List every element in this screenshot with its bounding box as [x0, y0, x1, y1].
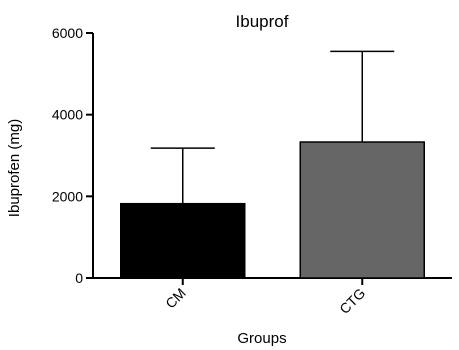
plot-area: 0 2000 4000 6000 CM CTG — [52, 25, 452, 317]
y-tick-label: 2000 — [52, 188, 83, 204]
y-axis-label: Ibuprofen (mg) — [6, 119, 23, 217]
y-tick-label: 0 — [75, 270, 83, 286]
y-tick-label: 4000 — [52, 107, 83, 123]
y-tick-label: 6000 — [52, 25, 83, 41]
bar-cm — [120, 202, 246, 279]
x-tick-label: CM — [162, 285, 189, 312]
x-axis-label: Groups — [237, 330, 286, 347]
chart-title: Ibuprof — [236, 12, 289, 31]
bar-ctg — [299, 141, 425, 279]
x-tick-label: CTG — [336, 285, 368, 317]
